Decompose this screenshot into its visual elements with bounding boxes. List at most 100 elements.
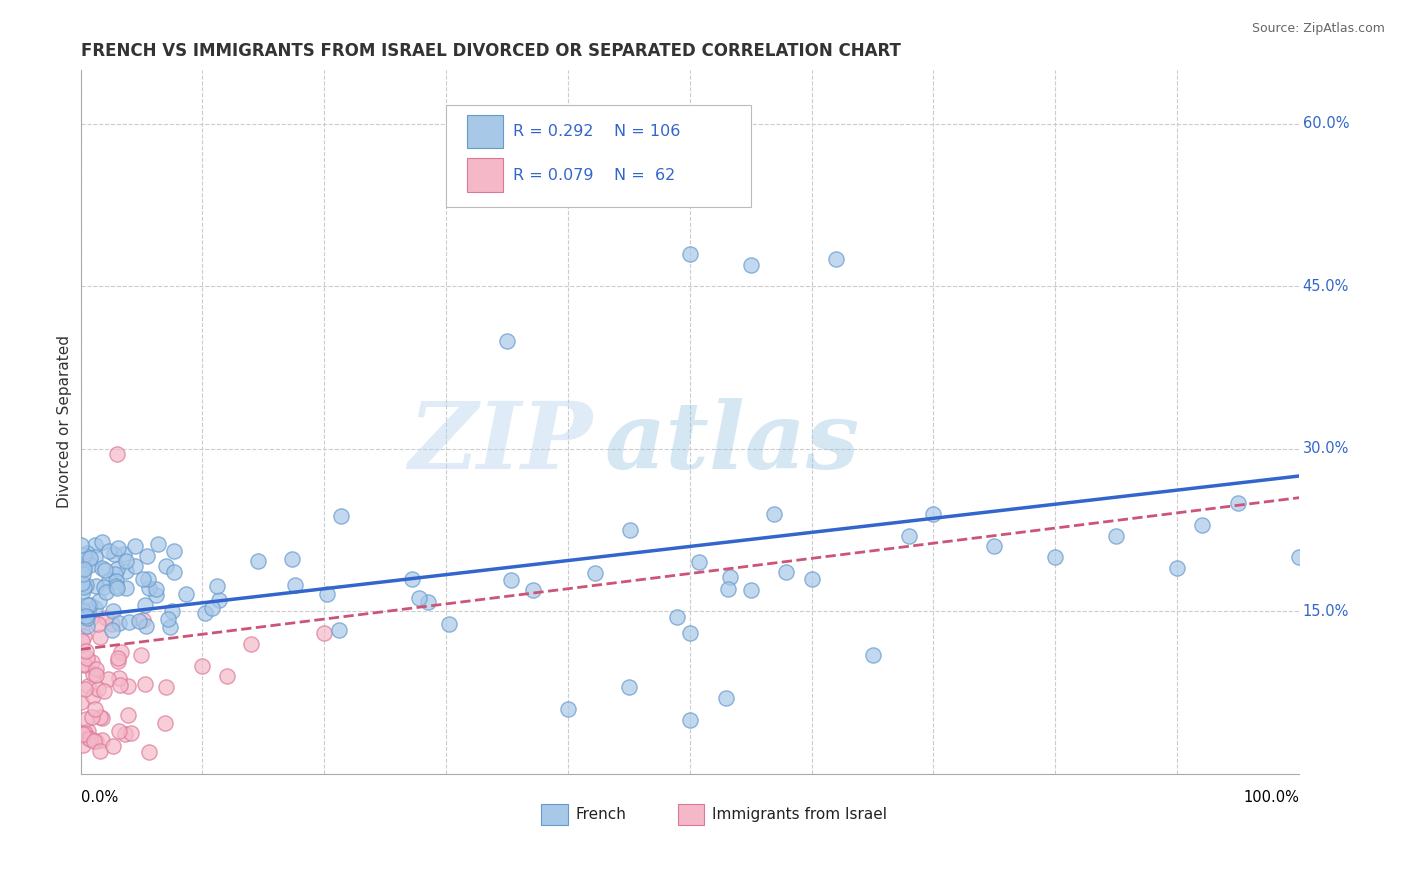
Text: 15.0%: 15.0% [1303,604,1350,619]
Point [135,618,157,632]
Point [108,671,131,685]
Point [679,626,702,640]
Point [70,576,93,591]
Text: ZIP: ZIP [408,398,592,488]
Point [76,723,98,738]
Point [79,731,101,746]
Point [82,689,104,703]
Point [330,508,353,523]
Point [1166,561,1188,575]
Point [72,738,94,752]
Point [115,564,138,578]
Point [688,555,710,569]
Point [717,582,740,596]
Point [73,548,96,562]
Point [90,560,112,574]
Point [284,578,307,592]
Point [194,606,217,620]
Point [80,710,103,724]
Point [114,727,136,741]
Point [132,613,155,627]
Point [72,566,94,581]
Point [983,540,1005,554]
Point [136,572,159,586]
Point [619,523,641,537]
Bar [541,804,568,825]
Point [145,588,167,602]
Point [496,334,519,348]
Point [1288,550,1310,565]
Point [716,691,738,706]
Point [800,572,823,586]
Point [104,567,127,582]
Text: French: French [575,806,626,822]
Point [898,528,921,542]
Point [84,550,107,565]
Point [155,559,177,574]
Point [134,677,156,691]
Point [246,554,269,568]
Point [862,648,884,662]
FancyBboxPatch shape [446,105,751,207]
Point [72,580,94,594]
Point [522,583,544,598]
Point [89,710,111,724]
Point [73,562,96,576]
Bar [678,804,704,825]
Point [89,593,111,607]
Point [763,507,786,521]
Point [1191,517,1213,532]
Point [205,579,228,593]
Point [201,601,224,615]
Point [124,558,146,573]
Point [105,447,128,461]
Point [105,562,128,576]
Point [76,611,98,625]
Point [108,616,131,631]
Point [84,662,107,676]
Point [101,623,124,637]
Point [73,657,96,672]
Y-axis label: Divorced or Separated: Divorced or Separated [58,335,72,508]
Point [75,712,97,726]
Point [75,578,97,592]
Point [83,734,105,748]
Point [70,622,93,636]
Point [316,587,339,601]
Point [617,681,640,695]
Point [174,587,197,601]
Point [86,733,108,747]
Text: 45.0%: 45.0% [1303,279,1350,293]
Point [408,591,430,605]
Point [153,716,176,731]
Text: 100.0%: 100.0% [1243,790,1299,805]
Point [105,579,128,593]
Point [117,680,139,694]
Bar [467,114,503,148]
Point [69,695,91,709]
Point [84,579,107,593]
Point [72,658,94,673]
Point [69,606,91,620]
Point [93,684,115,698]
Point [84,601,107,615]
Point [87,616,110,631]
Point [72,584,94,599]
Point [1227,496,1250,510]
Point [77,731,100,745]
Text: 0.0%: 0.0% [80,790,118,805]
Point [80,611,103,625]
Point [75,644,97,658]
Point [138,581,160,595]
Point [115,554,138,568]
Text: 30.0%: 30.0% [1303,442,1350,457]
Point [104,574,127,588]
Point [128,614,150,628]
Point [163,543,186,558]
Point [191,658,214,673]
Point [679,247,702,261]
Point [70,538,93,552]
Text: 60.0%: 60.0% [1303,116,1350,131]
Point [72,727,94,741]
Point [83,538,105,552]
